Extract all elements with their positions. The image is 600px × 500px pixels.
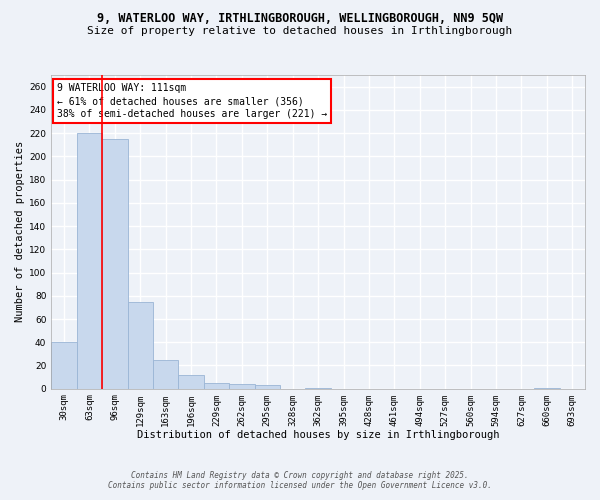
Bar [204,383,229,388]
Text: 9 WATERLOO WAY: 111sqm
← 61% of detached houses are smaller (356)
38% of semi-de: 9 WATERLOO WAY: 111sqm ← 61% of detached… [56,83,327,119]
Bar [102,139,128,388]
Bar [77,133,102,388]
Bar [51,342,77,388]
Text: Size of property relative to detached houses in Irthlingborough: Size of property relative to detached ho… [88,26,512,36]
Bar [128,302,153,388]
Bar [254,385,280,388]
X-axis label: Distribution of detached houses by size in Irthlingborough: Distribution of detached houses by size … [137,430,499,440]
Y-axis label: Number of detached properties: Number of detached properties [15,141,25,322]
Bar [153,360,178,388]
Text: Contains public sector information licensed under the Open Government Licence v3: Contains public sector information licen… [108,482,492,490]
Bar [178,375,204,388]
Text: Contains HM Land Registry data © Crown copyright and database right 2025.: Contains HM Land Registry data © Crown c… [131,472,469,480]
Bar [229,384,254,388]
Text: 9, WATERLOO WAY, IRTHLINGBOROUGH, WELLINGBOROUGH, NN9 5QW: 9, WATERLOO WAY, IRTHLINGBOROUGH, WELLIN… [97,12,503,26]
